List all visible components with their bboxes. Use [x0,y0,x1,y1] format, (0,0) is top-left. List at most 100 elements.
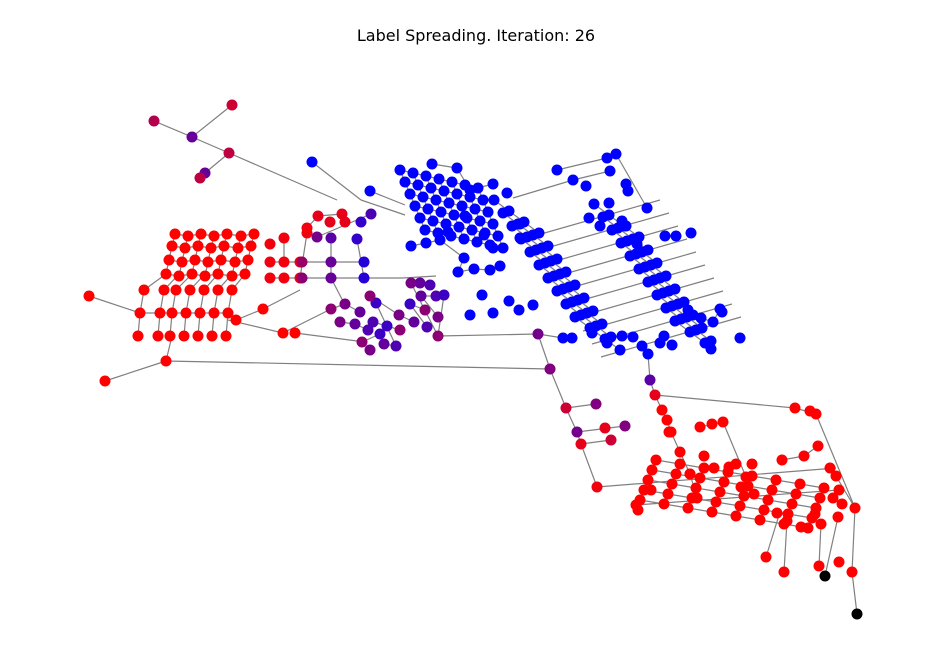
graph-node [616,330,628,342]
graph-node [356,336,368,348]
graph-node [827,492,839,504]
graph-edge [537,333,551,370]
graph-node [364,344,376,356]
graph-node [776,454,788,466]
graph-node [649,389,661,401]
graph-node [325,232,337,244]
graph-node [476,289,488,301]
graph-node [698,462,710,474]
graph-node [404,188,416,200]
graph-node [205,242,217,254]
graph-edge [783,520,788,573]
graph-node [631,238,643,250]
graph-node [708,462,720,474]
graph-node [588,198,600,210]
graph-node [714,303,726,315]
graph-node [506,220,518,232]
graph-node [684,326,696,338]
graph-node [358,272,370,284]
graph-edge [818,523,822,567]
graph-node [707,316,719,328]
graph-node [198,284,210,296]
graph-node [705,343,717,355]
graph-node [192,330,204,342]
graph-node [148,115,160,127]
graph-node [180,307,192,319]
graph-node [542,272,554,284]
graph-edge [512,179,574,199]
graph-node [83,290,95,302]
graph-node [453,221,465,233]
graph-node [220,330,232,342]
graph-node [484,264,496,276]
graph-node [771,507,783,519]
graph-node [758,504,770,516]
graph-edge [437,333,539,337]
graph-node [339,216,351,228]
graph-node [603,197,615,209]
graph-node [424,279,436,291]
graph-node [682,502,694,514]
graph-node [257,303,269,315]
graph-node [690,482,702,494]
graph-edge [572,170,611,181]
graph-edge [360,199,406,216]
graph-node [642,348,654,360]
graph-node [754,514,766,526]
graph-node [438,289,450,301]
graph-node [497,242,509,254]
graph-node [433,173,445,185]
graph-node [832,511,844,523]
graph-node [186,268,198,280]
graph-node [482,206,494,218]
graph-node [487,178,499,190]
graph-edge [369,190,406,206]
graph-node [583,212,595,224]
graph-node [160,268,172,280]
graph-node [666,339,678,351]
graph-node [819,570,831,582]
graph-node [192,240,204,252]
graph-node [393,309,405,321]
graph-node [405,277,417,289]
graph-node [354,306,366,318]
graph-node [349,318,361,330]
graph-node [351,233,363,245]
graph-node [264,238,276,250]
graph-node [194,172,206,184]
graph-node [620,220,632,232]
graph-node [212,284,224,296]
graph-node [226,284,238,296]
graph-node [222,307,234,319]
graph-edge [549,368,567,409]
graph-node [706,506,718,518]
graph-edge [765,511,781,558]
graph-edge [615,153,648,209]
graph-node [614,344,626,356]
graph-node [478,229,490,241]
graph-node [325,256,337,268]
node-layer [83,99,863,620]
graph-edge [722,421,747,478]
graph-node [660,302,672,314]
graph-edge [282,308,332,334]
graph-node [186,131,198,143]
graph-node [324,216,336,228]
graph-node [230,314,242,326]
graph-node [804,405,816,417]
graph-node [325,303,337,315]
graph-edge [299,232,308,279]
graph-node [833,484,845,496]
graph-edge [153,120,193,138]
graph-node [656,404,668,416]
graph-node [468,263,480,275]
graph-node [778,566,790,578]
graph-node [594,220,606,232]
graph-node [632,504,644,516]
graph-node [597,211,609,223]
graph-node [734,500,746,512]
graph-node [277,327,289,339]
graph-node [599,422,611,434]
graph-node [235,230,247,242]
graph-node [487,218,499,230]
